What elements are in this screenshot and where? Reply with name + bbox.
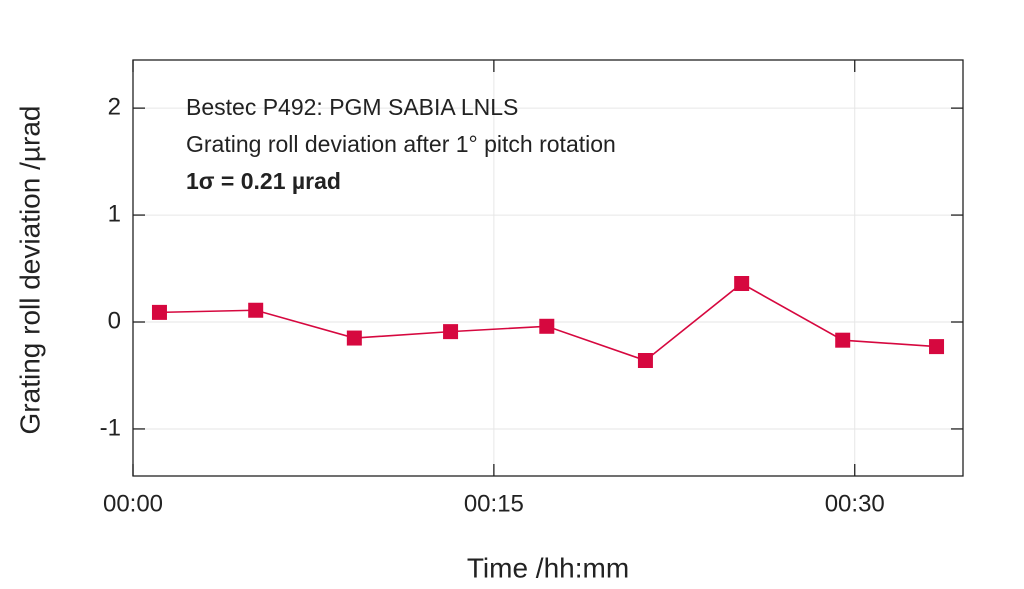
x-axis-label: Time /hh:mm [467, 552, 629, 583]
marker [637, 353, 653, 369]
y-tick-label: -1 [100, 414, 121, 441]
y-axis-label: Grating roll deviation /µrad [14, 106, 45, 435]
y-tick-label: 2 [108, 93, 121, 120]
marker [346, 330, 362, 346]
marker [734, 276, 750, 292]
annotation: 1σ = 0.21 µrad [186, 168, 341, 194]
marker [539, 318, 555, 334]
annotation: Bestec P492: PGM SABIA LNLS [186, 94, 518, 120]
plot-frame [132, 59, 964, 477]
marker [929, 339, 945, 355]
marker [248, 302, 264, 318]
x-tick-label: 00:15 [464, 490, 524, 517]
x-tick-label: 00:30 [825, 490, 885, 517]
y-tick-label: 0 [108, 307, 121, 334]
annotation: Grating roll deviation after 1° pitch ro… [186, 131, 616, 157]
marker [835, 332, 851, 348]
y-tick-label: 1 [108, 200, 121, 227]
x-tick-label: 00:00 [103, 490, 163, 517]
marker [443, 324, 459, 340]
marker [151, 304, 167, 320]
